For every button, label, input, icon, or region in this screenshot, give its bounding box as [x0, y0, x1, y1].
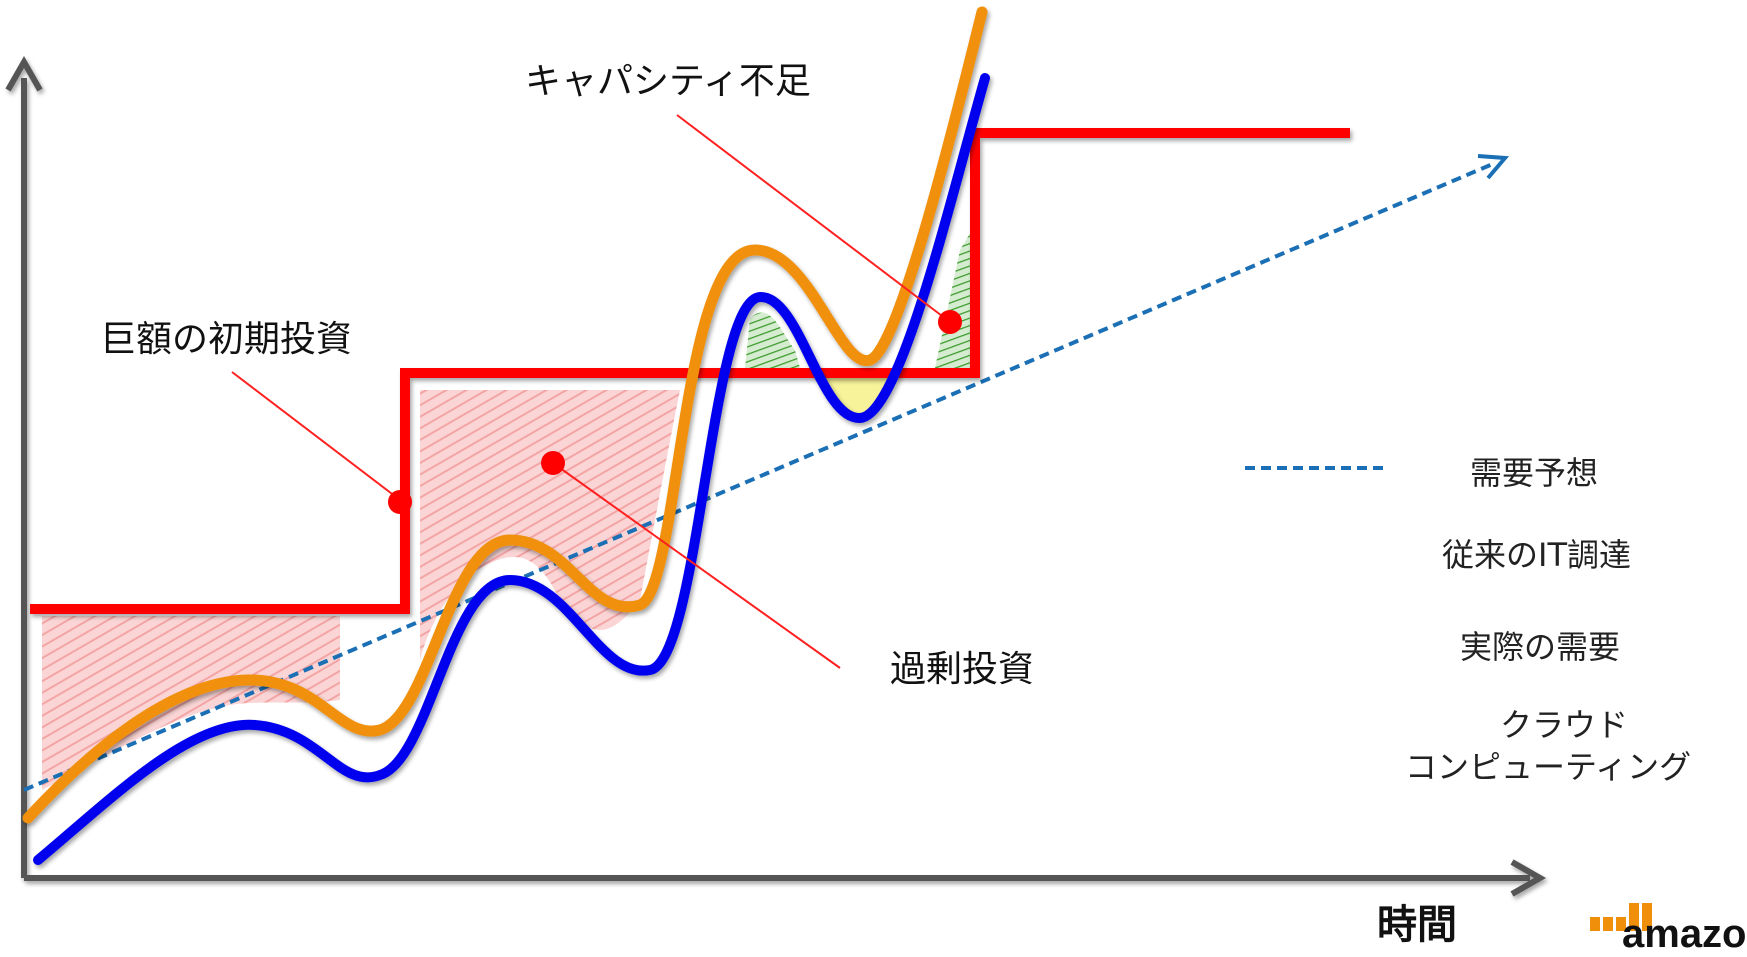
callout-dot-capacity-shortage	[938, 310, 962, 334]
label-over-investment: 過剰投資	[890, 649, 1035, 690]
over-investment-area-1	[42, 616, 340, 790]
x-axis-arrow	[1510, 859, 1547, 897]
legend-label-cloud-line1: クラウド	[1500, 706, 1629, 744]
logo-cubes-icon	[1590, 903, 1652, 931]
x-axis-label: 時間	[1377, 902, 1457, 948]
callout-line-initial-investment	[231, 371, 401, 501]
legend-label-cloud-line2: コンピューティング	[1405, 748, 1692, 786]
callout-dot-over-investment	[541, 451, 565, 475]
logo-text: amazo	[1622, 912, 1747, 956]
legend-label-traditional-it: 従来のIT調達	[1442, 536, 1631, 574]
over-investment-area-2	[420, 390, 680, 660]
capacity-shortage-area-1	[745, 312, 800, 368]
legend-swatches	[1245, 466, 1385, 742]
y-axis-arrow	[5, 55, 43, 92]
callout-line-over-investment	[552, 462, 841, 669]
series-cloud-line	[22, 6, 988, 824]
series-forecast-arrowhead	[1477, 154, 1510, 180]
legend-label-actual-demand: 実際の需要	[1460, 628, 1621, 666]
series-actual-demand-line	[33, 73, 990, 865]
label-initial-investment: 巨額の初期投資	[100, 319, 353, 360]
callout-dot-initial-investment	[388, 490, 412, 514]
series-forecast-line	[23, 161, 1496, 792]
callout-line-capacity-shortage	[676, 114, 951, 323]
legend-label-forecast: 需要予想	[1470, 454, 1599, 492]
axes	[5, 55, 1547, 897]
label-capacity-shortage: キャパシティ不足	[525, 61, 811, 102]
capacity-shortage-area-2	[935, 230, 975, 368]
